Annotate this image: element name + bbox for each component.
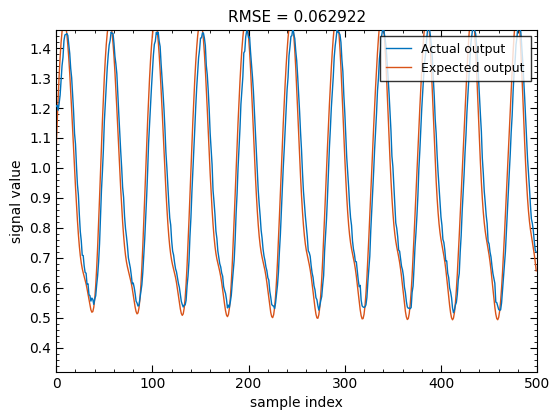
Actual output — [284, 87, 291, 92]
Expected output — [449, 317, 456, 322]
Actual output — [533, 249, 539, 255]
X-axis label: sample index: sample index — [250, 396, 343, 410]
Expected output — [523, 180, 530, 185]
Title: RMSE = 0.062922: RMSE = 0.062922 — [228, 10, 366, 25]
Actual output — [281, 147, 288, 152]
Legend: Actual output, Expected output: Actual output, Expected output — [380, 36, 531, 81]
Expected output — [284, 48, 291, 53]
Expected output — [281, 100, 288, 105]
Actual output — [523, 135, 530, 140]
Actual output — [339, 57, 346, 62]
Expected output — [446, 303, 453, 308]
Expected output — [514, 7, 520, 12]
Actual output — [53, 104, 59, 109]
Line: Actual output: Actual output — [56, 24, 536, 313]
Actual output — [516, 21, 522, 26]
Y-axis label: signal value: signal value — [10, 159, 24, 243]
Expected output — [312, 312, 319, 317]
Actual output — [446, 285, 453, 290]
Expected output — [53, 144, 59, 149]
Expected output — [533, 268, 539, 273]
Expected output — [339, 87, 346, 92]
Line: Expected output: Expected output — [56, 10, 536, 320]
Actual output — [312, 295, 319, 300]
Actual output — [450, 310, 457, 315]
